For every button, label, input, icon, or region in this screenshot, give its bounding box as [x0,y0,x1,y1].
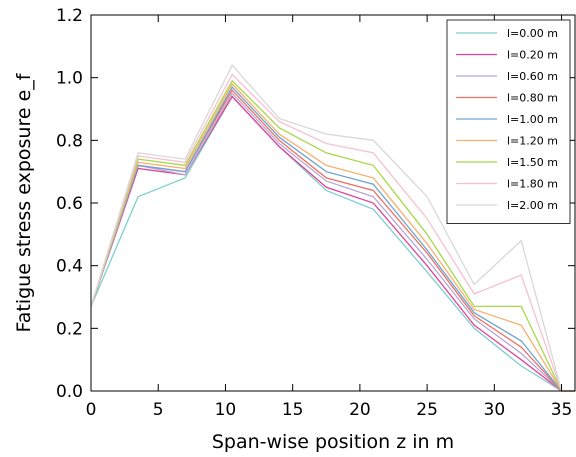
series-line-2 [90,92,575,392]
series-layer [90,63,575,392]
legend-label: l=1.50 m [507,156,558,169]
x-tick-label: 5 [153,400,164,420]
legend-label: l=0.20 m [507,49,558,62]
x-tick-label: 0 [86,400,97,420]
x-tick-label: 10 [215,400,237,420]
ticks-layer: 0 5 10 15 20 25 30 35 0.0 0.2 0.4 0.6 0.8 1.0 1.2 [56,6,575,420]
series-line-0 [90,95,575,392]
x-axis-title: Span-wise position z in m [212,431,454,453]
series-line-5 [90,82,575,392]
y-tick-label: 0.0 [56,382,83,402]
series-line-4 [90,86,575,392]
legend-label: l=1.00 m [507,113,558,126]
x-tick-label: 35 [551,400,573,420]
legend-label: l=2.00 m [507,199,558,212]
series-line-6 [90,79,575,392]
series-line-7 [90,73,575,392]
legend-label: l=1.80 m [507,178,558,191]
y-tick-label: 0.8 [56,131,83,151]
x-tick-label: 15 [282,400,304,420]
y-tick-label: 0.6 [56,194,83,214]
legend-label: l=0.80 m [507,92,558,105]
y-tick-label: 0.4 [56,257,83,277]
y-axis-title: Fatigue stress exposure e_f [13,72,35,332]
series-line-8 [90,63,575,392]
legend: l=0.00 m l=0.20 m l=0.60 m l=0.80 m l=1.00 m… [446,19,571,224]
y-tick-label: 1.2 [56,6,83,26]
x-tick-label: 20 [349,400,371,420]
y-tick-label: 1.0 [56,69,83,89]
x-tick-label: 25 [416,400,438,420]
x-tick-label: 30 [484,400,506,420]
legend-label: l=1.20 m [507,135,558,148]
legend-label: l=0.60 m [507,70,558,83]
y-tick-label: 0.2 [56,319,83,339]
legend-label: l=0.00 m [507,27,558,40]
